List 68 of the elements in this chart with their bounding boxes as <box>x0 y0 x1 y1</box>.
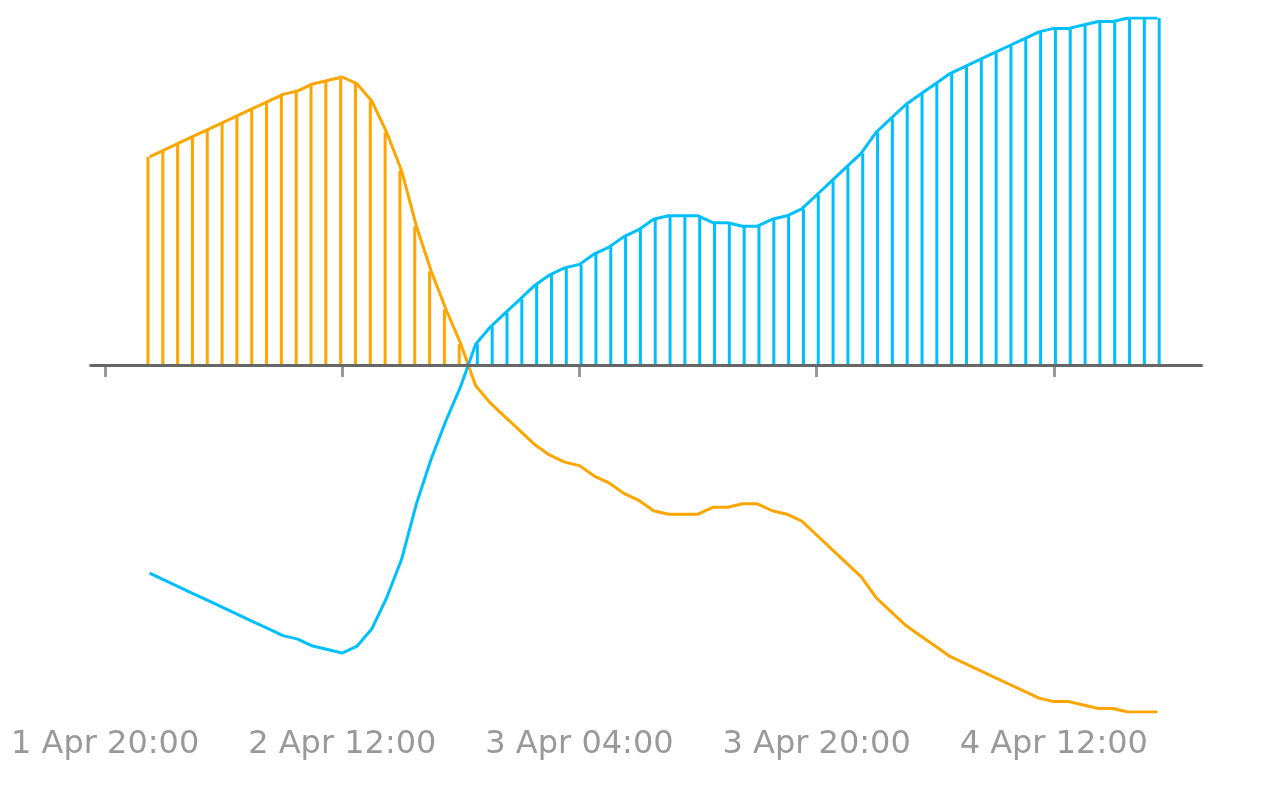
x-tick-label: 3 Apr 20:00 <box>722 723 911 761</box>
bar <box>353 83 357 365</box>
bar <box>979 59 983 365</box>
bar <box>964 66 968 365</box>
bar <box>309 83 313 365</box>
bar <box>220 122 224 365</box>
bar <box>1098 21 1102 365</box>
bar <box>368 101 372 365</box>
bar <box>324 80 328 365</box>
bar <box>594 253 598 365</box>
bar <box>831 181 835 365</box>
bar <box>950 73 954 365</box>
bar <box>1083 24 1087 365</box>
bar <box>861 153 865 365</box>
bar <box>383 132 387 365</box>
bar <box>787 215 791 365</box>
bar <box>816 194 820 365</box>
bar <box>890 118 894 365</box>
bar <box>490 326 494 365</box>
bar <box>624 236 628 365</box>
bar <box>579 264 583 365</box>
bar <box>1113 21 1117 365</box>
bar <box>801 208 805 365</box>
bar <box>727 222 731 365</box>
x-tick-label: 4 Apr 12:00 <box>959 723 1148 761</box>
bar <box>564 267 568 365</box>
bar <box>205 129 209 365</box>
bar <box>413 226 417 365</box>
bar <box>265 101 269 365</box>
bar <box>742 226 746 365</box>
bar <box>935 83 939 365</box>
bar <box>442 309 446 365</box>
bar <box>609 247 613 365</box>
bar <box>772 219 776 365</box>
bar <box>757 226 761 365</box>
bar <box>876 132 880 365</box>
bar <box>698 215 702 365</box>
bar <box>1039 31 1043 365</box>
bar <box>161 149 165 365</box>
bar <box>535 285 539 365</box>
bar <box>683 215 687 365</box>
bar <box>653 219 657 365</box>
bar <box>235 115 239 365</box>
bar <box>994 52 998 365</box>
bar <box>549 274 553 365</box>
bar <box>398 170 402 365</box>
bar <box>250 108 254 365</box>
x-tick-label: 3 Apr 04:00 <box>485 723 674 761</box>
bar <box>475 344 479 365</box>
bar <box>1009 45 1013 365</box>
bar <box>905 104 909 365</box>
bar <box>176 142 180 365</box>
x-tick-label: 2 Apr 12:00 <box>248 723 437 761</box>
bar <box>1068 28 1072 365</box>
bar <box>1024 38 1028 365</box>
bar <box>190 135 194 365</box>
bar <box>428 271 432 365</box>
bar <box>520 299 524 365</box>
bar <box>713 222 717 365</box>
bar <box>638 229 642 365</box>
bar <box>1053 28 1057 365</box>
bar <box>505 312 509 365</box>
bar <box>294 90 298 365</box>
x-tick-label: 1 Apr 20:00 <box>11 723 200 761</box>
bar <box>279 94 283 365</box>
bar <box>846 167 850 365</box>
bar <box>668 215 672 365</box>
bar <box>920 94 924 365</box>
